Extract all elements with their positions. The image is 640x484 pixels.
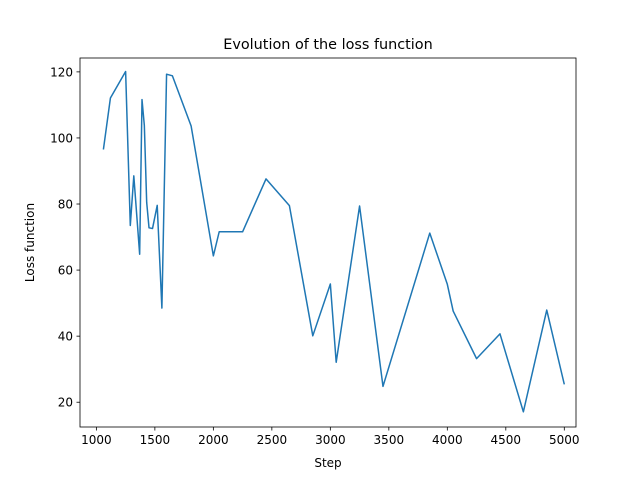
y-tick-label: 120 bbox=[50, 65, 73, 79]
x-axis-label: Step bbox=[314, 456, 341, 470]
plot-area bbox=[102, 70, 566, 413]
x-tick-label: 3000 bbox=[315, 433, 346, 447]
chart-title: Evolution of the loss function bbox=[223, 37, 432, 53]
series-line bbox=[102, 70, 566, 413]
axes-frame bbox=[79, 57, 577, 428]
y-axis-label: Loss function bbox=[23, 203, 37, 282]
x-tick-label: 1500 bbox=[140, 433, 171, 447]
x-tick-label: 4000 bbox=[432, 433, 463, 447]
x-tick-label: 2000 bbox=[198, 433, 229, 447]
x-tick-label: 4500 bbox=[491, 433, 522, 447]
x-tick-label: 5000 bbox=[549, 433, 580, 447]
y-tick-label: 80 bbox=[58, 198, 73, 212]
y-tick-label: 40 bbox=[58, 330, 73, 344]
x-tick-label: 3500 bbox=[374, 433, 405, 447]
y-tick-label: 60 bbox=[58, 264, 73, 278]
y-tick-label: 20 bbox=[58, 396, 73, 410]
x-tick-label: 1000 bbox=[81, 433, 112, 447]
axis-ticks: 1000 1500 2000 2500 3000 3500 4000 4500 5000 20 40… bbox=[50, 65, 579, 447]
x-tick-label: 2500 bbox=[257, 433, 288, 447]
y-tick-label: 100 bbox=[50, 131, 73, 145]
